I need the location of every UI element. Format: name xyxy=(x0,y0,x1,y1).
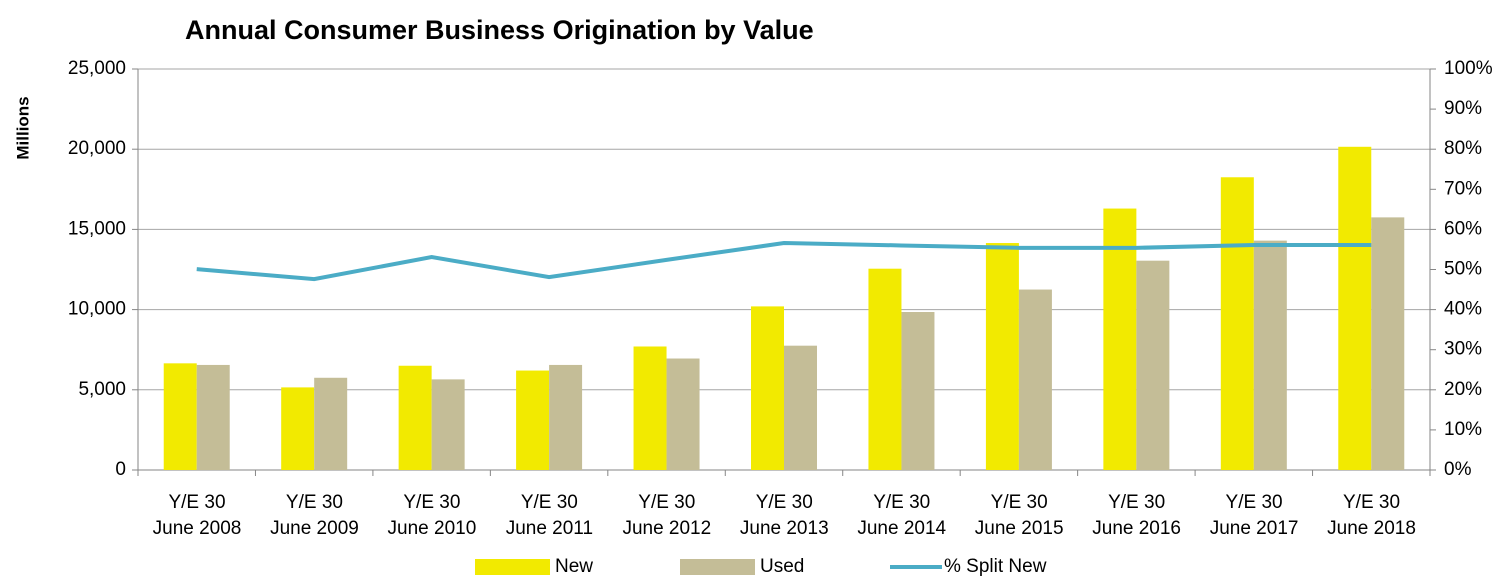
y2-tick-label: 20% xyxy=(1444,379,1482,400)
bar xyxy=(784,345,817,470)
bar xyxy=(431,379,465,470)
y2-tick-label: 60% xyxy=(1444,218,1482,239)
bar xyxy=(633,346,667,470)
legend-swatch xyxy=(475,559,550,575)
y2-tick-label: 50% xyxy=(1444,259,1482,280)
y2-tick-label: 0% xyxy=(1444,459,1472,480)
x-tick-label: Y/E 30 June 2015 xyxy=(974,492,1064,539)
y-axis-label: Millions xyxy=(13,96,32,159)
x-tick-label: Y/E 30 June 2016 xyxy=(1092,492,1181,539)
bar xyxy=(1103,208,1137,470)
y-tick-label: 25,000 xyxy=(68,58,126,79)
bar xyxy=(901,312,935,470)
x-tick-label: Y/E 30 June 2018 xyxy=(1327,492,1416,539)
y-tick-label: 0 xyxy=(115,459,126,480)
bar xyxy=(1136,260,1170,470)
bar xyxy=(196,364,230,470)
x-tick-label: Y/E 30 June 2009 xyxy=(270,492,359,539)
x-tick-label: Y/E 30 June 2008 xyxy=(152,492,242,539)
x-tick-label: Y/E 30 June 2012 xyxy=(622,492,712,539)
y-tick-label: 10,000 xyxy=(68,299,126,320)
bar xyxy=(751,306,784,470)
line-series xyxy=(196,241,1372,282)
bar xyxy=(985,243,1019,470)
bar xyxy=(549,364,583,470)
legend-label: New xyxy=(555,556,593,577)
y2-tick-label: 80% xyxy=(1444,138,1482,159)
y-tick-label: 20,000 xyxy=(68,138,126,159)
y2-tick-label: 90% xyxy=(1444,98,1482,119)
bar xyxy=(666,358,700,470)
legend-label: % Split New xyxy=(944,556,1047,577)
legend-swatch xyxy=(680,559,755,575)
y-tick-label: 5,000 xyxy=(78,379,126,400)
y2-tick-label: 40% xyxy=(1444,299,1482,320)
bar xyxy=(1018,289,1052,470)
y2-tick-label: 70% xyxy=(1444,178,1482,199)
x-tick-label: Y/E 30 June 2010 xyxy=(387,492,477,539)
bar xyxy=(314,377,348,470)
bar xyxy=(516,370,550,470)
x-tick-label: Y/E 30 June 2017 xyxy=(1209,492,1299,539)
y2-tick-label: 30% xyxy=(1444,339,1482,360)
bar xyxy=(1220,177,1254,470)
x-tick-label: Y/E 30 June 2014 xyxy=(857,492,947,539)
bar xyxy=(1338,146,1372,470)
x-tick-label: Y/E 30 June 2013 xyxy=(739,492,829,539)
bar xyxy=(398,365,432,470)
legend-label: Used xyxy=(760,556,804,577)
x-tick-label: Y/E 30 June 2011 xyxy=(505,492,594,539)
y2-tick-label: 100% xyxy=(1444,58,1493,79)
bar xyxy=(1253,240,1287,470)
bar xyxy=(281,387,315,470)
y2-tick-label: 10% xyxy=(1444,419,1482,440)
bar xyxy=(163,363,197,470)
bar xyxy=(868,268,902,470)
y-tick-label: 15,000 xyxy=(68,218,126,239)
chart-title: Annual Consumer Business Origination by … xyxy=(185,15,814,45)
bar xyxy=(1371,217,1405,470)
